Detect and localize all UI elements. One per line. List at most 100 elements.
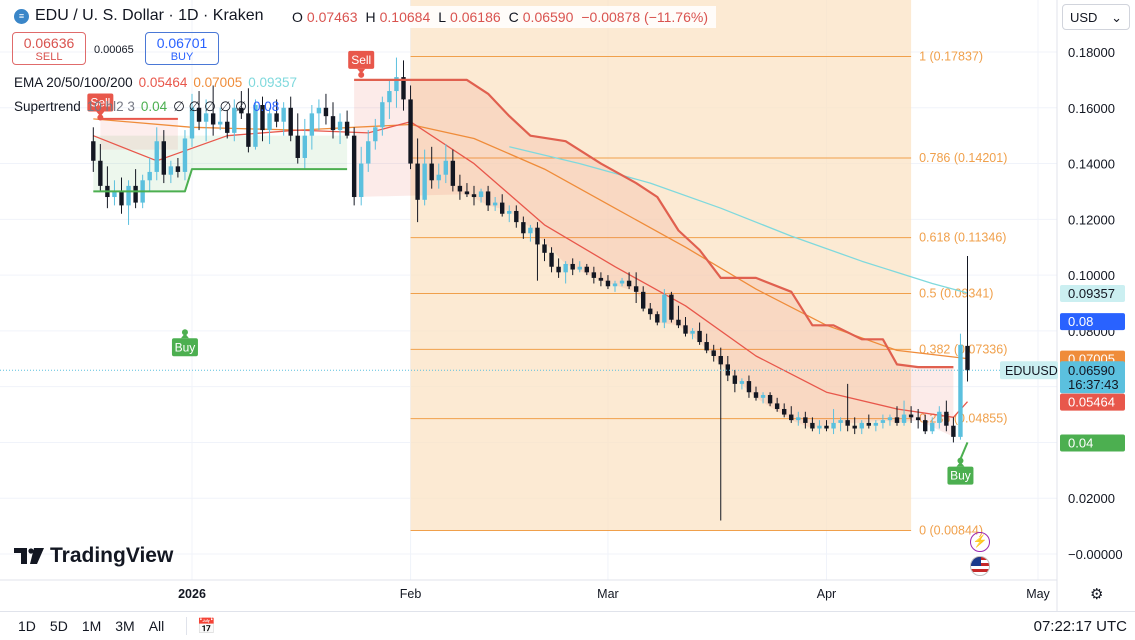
ema-legend[interactable]: EMA 20/50/100/200 0.05464 0.07005 0.0935… — [14, 75, 297, 90]
candle-body — [457, 185, 463, 192]
candle-body — [239, 107, 244, 114]
candle-body — [281, 107, 286, 122]
signal-dot — [97, 114, 104, 121]
lightning-icon[interactable]: ⚡ — [970, 532, 990, 552]
candle-body — [344, 121, 350, 136]
price-axis-tag: 0.08 — [1060, 313, 1125, 331]
candle-body — [619, 280, 625, 284]
buy-signal: Buy — [171, 329, 198, 357]
candle-body — [302, 135, 307, 158]
candle-body — [549, 252, 554, 267]
candle-body — [690, 330, 695, 334]
price-tag-bg — [1060, 393, 1125, 411]
candle-body — [711, 350, 716, 356]
candle-body — [958, 344, 963, 437]
candle-body — [753, 392, 759, 398]
candle-body — [908, 414, 914, 418]
candle-body — [584, 266, 589, 273]
candle-body — [612, 283, 618, 287]
candle-body — [662, 294, 667, 323]
candle-body — [168, 166, 174, 175]
candle-body — [838, 420, 843, 423]
timeframe-5d[interactable]: 5D — [49, 618, 68, 634]
candle-body — [810, 422, 815, 429]
supertrend-legend[interactable]: Supertrend 10 hl2 3 0.04 ∅ ∅ ∅ ∅ ∅ 0.08 — [14, 99, 279, 115]
candle-body — [746, 381, 752, 393]
candle-body — [260, 104, 265, 131]
candle-body — [267, 113, 272, 131]
candle-body — [464, 191, 470, 195]
fib-zone-background — [410, 0, 912, 531]
price-axis-tag: 0.09357 — [1060, 285, 1125, 303]
timeframe-1d[interactable]: 1D — [18, 618, 36, 634]
signal-pointer — [357, 68, 366, 74]
candle-body — [309, 113, 315, 136]
candle-body — [182, 138, 188, 172]
candle-body — [126, 185, 131, 206]
candle-body — [507, 210, 512, 214]
ema50-line — [93, 118, 968, 360]
candle-body — [887, 417, 893, 421]
signal-text: Buy — [950, 469, 971, 483]
candle-body — [937, 411, 942, 423]
candle-body — [225, 121, 230, 133]
supertrend-value-down: 0.08 — [252, 99, 280, 114]
supertrend-down2-fill — [354, 79, 954, 437]
x-tick-label: 2026 — [178, 587, 206, 601]
price-tag-text: 0.04 — [1068, 435, 1093, 450]
symbol-header[interactable]: ≡ EDU / U. S. Dollar · 1D · Kraken — [14, 7, 264, 25]
y-tick-label: 0.10000 — [1068, 268, 1115, 283]
supertrend-value-up: 0.04 — [140, 99, 168, 114]
timeframe-1m[interactable]: 1M — [81, 618, 102, 634]
candle-body — [852, 425, 857, 429]
candle-body — [718, 355, 723, 365]
timeframe-all[interactable]: All — [148, 618, 165, 634]
signal-pointer — [180, 333, 189, 339]
buy-signal: Buy — [947, 457, 974, 485]
buy-button[interactable]: 0.06701 BUY — [145, 32, 219, 65]
timeframe-3m[interactable]: 3M — [115, 618, 135, 634]
chevron-down-icon: ⌄ — [1111, 10, 1122, 25]
candle-body — [725, 364, 730, 376]
candle-body — [387, 91, 392, 103]
candle-body — [648, 308, 653, 315]
candle-body — [676, 319, 681, 326]
candle-body — [683, 325, 688, 334]
candle-body — [98, 160, 103, 186]
candle-body — [528, 227, 533, 234]
candle-body — [859, 422, 864, 429]
y-tick-label: 0.16000 — [1068, 101, 1115, 116]
candle-body — [760, 395, 766, 398]
price-chart[interactable]: 1 (0.17837) 0.786 (0.14201) 0.618 (0.11346… — [0, 0, 1135, 611]
ema100-line — [509, 146, 968, 294]
clock-time[interactable]: 07:22:17 UTC — [1033, 618, 1127, 635]
candle-body — [436, 174, 441, 181]
candle-body — [380, 102, 385, 128]
supertrend-down-fill — [100, 118, 178, 150]
us-flag-icon[interactable] — [970, 556, 990, 576]
candle-body — [641, 291, 646, 309]
signal-badge — [171, 338, 198, 357]
candle-body — [655, 314, 660, 323]
date-range-calendar-icon[interactable]: 📅 — [197, 618, 216, 635]
ohlc-high-value: 0.10684 — [379, 9, 431, 25]
fib-level-label: 0 (0.00844) — [919, 523, 983, 537]
ema20-line — [93, 121, 968, 418]
candle-body — [351, 135, 357, 198]
y-tick-label: 0.14000 — [1068, 157, 1115, 172]
ohlc-close-key: C — [508, 9, 519, 25]
candle-body — [739, 381, 745, 384]
price-axis-tag: 0.05464 — [1060, 393, 1125, 411]
currency-select[interactable]: USD ⌄ — [1062, 4, 1130, 30]
candle-body — [845, 420, 850, 426]
buy-label: BUY — [170, 51, 194, 63]
candle-body — [605, 280, 611, 287]
sell-button[interactable]: 0.06636 SELL — [12, 32, 86, 65]
settings-gear-icon[interactable]: ⚙ — [1090, 586, 1104, 603]
candle-body — [514, 210, 519, 223]
symbol-title: EDU / U. S. Dollar · 1D · Kraken — [35, 7, 264, 24]
fib-level-label: 0.618 (0.11346) — [919, 231, 1006, 245]
candle-body — [796, 417, 801, 421]
signal-text: Buy — [175, 340, 196, 354]
